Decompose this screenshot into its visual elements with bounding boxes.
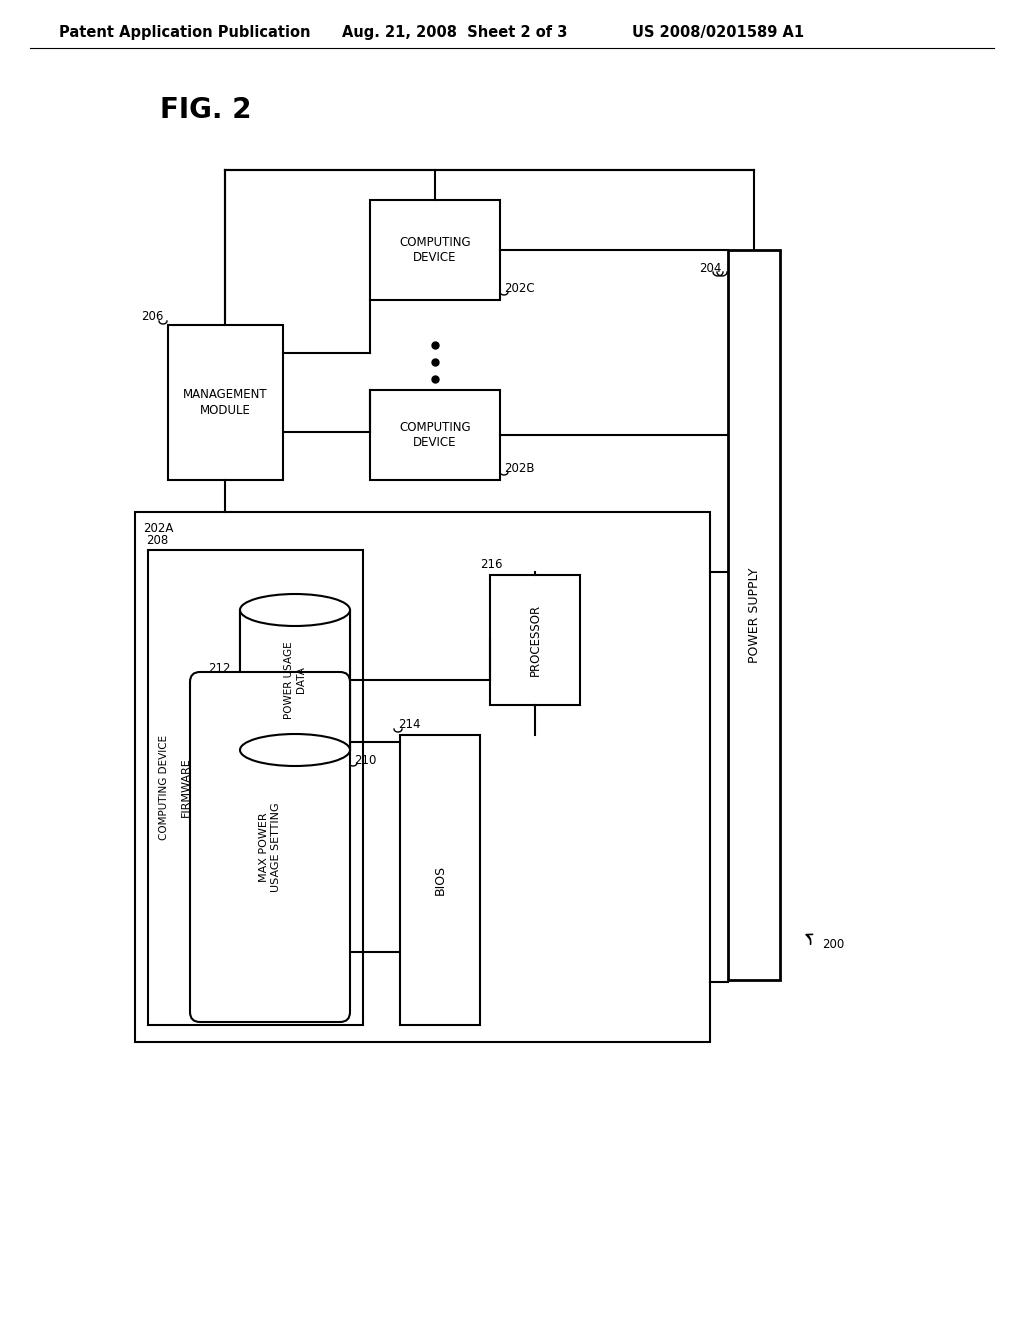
Text: MAX POWER
USAGE SETTING: MAX POWER USAGE SETTING (259, 803, 281, 892)
Bar (148, 550, 362, 1026)
Text: 202A: 202A (143, 521, 173, 535)
Text: US 2008/0201589 A1: US 2008/0201589 A1 (632, 25, 804, 40)
Bar (370, 389, 500, 480)
Bar (490, 576, 580, 705)
Bar (240, 610, 350, 750)
Text: MANAGEMENT
MODULE: MANAGEMENT MODULE (183, 388, 268, 417)
Bar (370, 201, 500, 300)
Text: 202C: 202C (504, 281, 535, 294)
Text: PROCESSOR: PROCESSOR (528, 605, 542, 676)
Bar (728, 249, 780, 979)
Text: 216: 216 (480, 558, 503, 572)
Text: 206: 206 (140, 310, 163, 323)
Text: BIOS: BIOS (433, 865, 446, 895)
Text: COMPUTING
DEVICE: COMPUTING DEVICE (399, 236, 471, 264)
Text: Patent Application Publication: Patent Application Publication (59, 25, 310, 40)
Text: POWER USAGE
DATA: POWER USAGE DATA (285, 642, 306, 719)
Text: COMPUTING
DEVICE: COMPUTING DEVICE (399, 421, 471, 449)
Text: 212: 212 (208, 661, 230, 675)
Text: FIRMWARE: FIRMWARE (181, 758, 191, 817)
FancyBboxPatch shape (190, 672, 350, 1022)
Bar (135, 512, 710, 1041)
Text: POWER SUPPLY: POWER SUPPLY (748, 568, 761, 663)
Text: FIG. 2: FIG. 2 (160, 96, 252, 124)
Bar (168, 325, 283, 480)
Ellipse shape (240, 734, 350, 766)
Text: 214: 214 (398, 718, 421, 731)
Text: 208: 208 (146, 533, 168, 546)
Bar (400, 735, 480, 1026)
Text: Aug. 21, 2008  Sheet 2 of 3: Aug. 21, 2008 Sheet 2 of 3 (342, 25, 567, 40)
Text: 202B: 202B (504, 462, 535, 474)
Text: 210: 210 (354, 754, 377, 767)
Text: COMPUTING DEVICE: COMPUTING DEVICE (159, 735, 169, 840)
Text: 204: 204 (699, 261, 722, 275)
Ellipse shape (240, 594, 350, 626)
Text: 200: 200 (822, 939, 844, 952)
